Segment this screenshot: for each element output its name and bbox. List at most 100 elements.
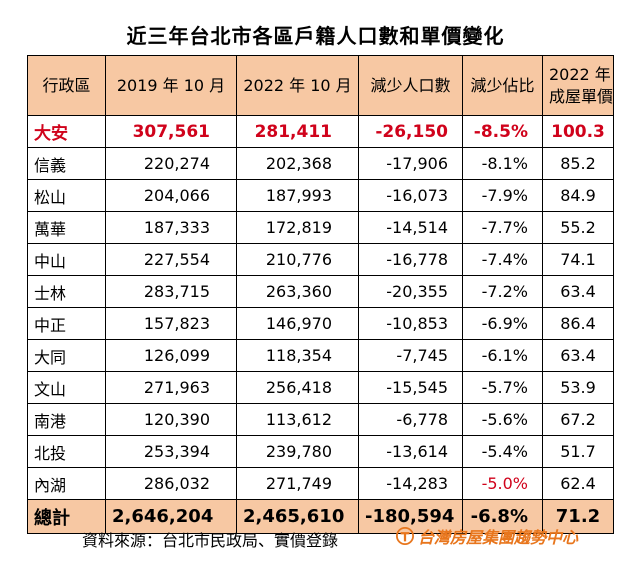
total-price: 71.2 xyxy=(542,499,614,534)
cell-price: 53.9 xyxy=(542,371,614,404)
total-decrease: -180,594 xyxy=(358,499,463,534)
cell-pop-2022: 187,993 xyxy=(236,179,359,212)
cell-district: 中山 xyxy=(27,243,106,276)
cell-district: 松山 xyxy=(27,179,106,212)
cell-ratio: -7.9% xyxy=(462,179,543,212)
table-row: 大安 307,561 281,411 -26,150 -8.5% 100.3 xyxy=(27,115,614,148)
cell-ratio: -5.0% xyxy=(462,467,543,500)
header-price-line1: 2022 年 xyxy=(549,64,611,84)
cell-ratio: -7.2% xyxy=(462,275,543,308)
cell-pop-2019: 157,823 xyxy=(105,307,237,340)
cell-price: 55.2 xyxy=(542,211,614,244)
cell-district: 北投 xyxy=(27,435,106,468)
cell-pop-2022: 118,354 xyxy=(236,339,359,372)
cell-pop-2019: 227,554 xyxy=(105,243,237,276)
cell-pop-2019: 187,333 xyxy=(105,211,237,244)
cell-price: 85.2 xyxy=(542,147,614,180)
cell-district: 南港 xyxy=(27,403,106,436)
table-row: 萬華 187,333 172,819 -14,514 -7.7% 55.2 xyxy=(27,211,614,244)
total-row: 總計 2,646,204 2,465,610 -180,594 -6.8% 71… xyxy=(27,499,614,534)
cell-price: 86.4 xyxy=(542,307,614,340)
cell-pop-2022: 256,418 xyxy=(236,371,359,404)
source-note: 資料來源：台北市民政局、實價登錄 xyxy=(82,531,339,550)
cell-pop-2019: 253,394 xyxy=(105,435,237,468)
cell-decrease: -16,778 xyxy=(358,243,463,276)
cell-ratio: -8.1% xyxy=(462,147,543,180)
cell-pop-2019: 220,274 xyxy=(105,147,237,180)
cell-decrease: -14,514 xyxy=(358,211,463,244)
cell-pop-2022: 146,970 xyxy=(236,307,359,340)
cell-price: 100.3 xyxy=(542,115,614,148)
header-decrease: 減少人口數 xyxy=(358,55,463,116)
cell-pop-2022: 210,776 xyxy=(236,243,359,276)
cell-district: 士林 xyxy=(27,275,106,308)
cell-decrease: -16,073 xyxy=(358,179,463,212)
cell-ratio: -7.4% xyxy=(462,243,543,276)
cell-ratio: -7.7% xyxy=(462,211,543,244)
cell-district: 中正 xyxy=(27,307,106,340)
cell-price: 63.4 xyxy=(542,275,614,308)
cell-ratio: -5.6% xyxy=(462,403,543,436)
cell-pop-2022: 281,411 xyxy=(236,115,359,148)
brand-logo: 台灣房屋集團趨勢中心 xyxy=(396,524,578,548)
cell-district: 內湖 xyxy=(27,467,106,500)
table-row: 大同 126,099 118,354 -7,745 -6.1% 63.4 xyxy=(27,339,614,372)
cell-pop-2019: 120,390 xyxy=(105,403,237,436)
cell-price: 51.7 xyxy=(542,435,614,468)
cell-decrease: -17,906 xyxy=(358,147,463,180)
cell-district: 文山 xyxy=(27,371,106,404)
brand-name: 台灣房屋集團趨勢中心 xyxy=(418,528,579,547)
cell-pop-2019: 204,066 xyxy=(105,179,237,212)
cell-price: 62.4 xyxy=(542,467,614,500)
cell-district: 大同 xyxy=(27,339,106,372)
cell-ratio: -8.5% xyxy=(462,115,543,148)
cell-decrease: -7,745 xyxy=(358,339,463,372)
table-row: 南港 120,390 113,612 -6,778 -5.6% 67.2 xyxy=(27,403,614,436)
cell-price: 74.1 xyxy=(542,243,614,276)
cell-ratio: -5.4% xyxy=(462,435,543,468)
house-logo-icon xyxy=(396,527,414,545)
cell-ratio: -6.9% xyxy=(462,307,543,340)
cell-district: 大安 xyxy=(27,115,106,148)
cell-pop-2019: 126,099 xyxy=(105,339,237,372)
table-row: 內湖 286,032 271,749 -14,283 -5.0% 62.4 xyxy=(27,467,614,500)
table-row: 文山 271,963 256,418 -15,545 -5.7% 53.9 xyxy=(27,371,614,404)
table-row: 北投 253,394 239,780 -13,614 -5.4% 51.7 xyxy=(27,435,614,468)
cell-decrease: -6,778 xyxy=(358,403,463,436)
cell-decrease: -13,614 xyxy=(358,435,463,468)
table-row: 士林 283,715 263,360 -20,355 -7.2% 63.4 xyxy=(27,275,614,308)
cell-pop-2019: 286,032 xyxy=(105,467,237,500)
cell-pop-2019: 271,963 xyxy=(105,371,237,404)
cell-district: 萬華 xyxy=(27,211,106,244)
total-pop-2022: 2,465,610 xyxy=(236,499,359,534)
header-pop-2019: 2019 年 10 月 xyxy=(105,55,237,116)
cell-price: 63.4 xyxy=(542,339,614,372)
cell-ratio: -5.7% xyxy=(462,371,543,404)
cell-price: 67.2 xyxy=(542,403,614,436)
header-price: 2022 年 成屋單價 xyxy=(542,55,614,116)
table-title: 近三年台北市各區戶籍人口數和單價變化 xyxy=(126,24,505,48)
cell-pop-2022: 263,360 xyxy=(236,275,359,308)
cell-pop-2022: 271,749 xyxy=(236,467,359,500)
cell-pop-2022: 113,612 xyxy=(236,403,359,436)
cell-price: 84.9 xyxy=(542,179,614,212)
cell-decrease: -10,853 xyxy=(358,307,463,340)
cell-pop-2022: 239,780 xyxy=(236,435,359,468)
header-district: 行政區 xyxy=(27,55,106,116)
header-ratio: 減少佔比 xyxy=(462,55,543,116)
cell-decrease: -15,545 xyxy=(358,371,463,404)
cell-district: 信義 xyxy=(27,147,106,180)
header-pop-2022: 2022 年 10 月 xyxy=(236,55,359,116)
table-row: 中正 157,823 146,970 -10,853 -6.9% 86.4 xyxy=(27,307,614,340)
header-price-line2: 成屋單價 xyxy=(549,86,614,106)
cell-pop-2019: 283,715 xyxy=(105,275,237,308)
cell-pop-2022: 172,819 xyxy=(236,211,359,244)
header-row: 行政區 2019 年 10 月 2022 年 10 月 減少人口數 減少佔比 2… xyxy=(27,55,614,116)
table-row: 松山 204,066 187,993 -16,073 -7.9% 84.9 xyxy=(27,179,614,212)
cell-ratio: -6.1% xyxy=(462,339,543,372)
total-label: 總計 xyxy=(27,499,106,534)
cell-pop-2022: 202,368 xyxy=(236,147,359,180)
table-row: 中山 227,554 210,776 -16,778 -7.4% 74.1 xyxy=(27,243,614,276)
cell-decrease: -20,355 xyxy=(358,275,463,308)
cell-decrease: -26,150 xyxy=(358,115,463,148)
